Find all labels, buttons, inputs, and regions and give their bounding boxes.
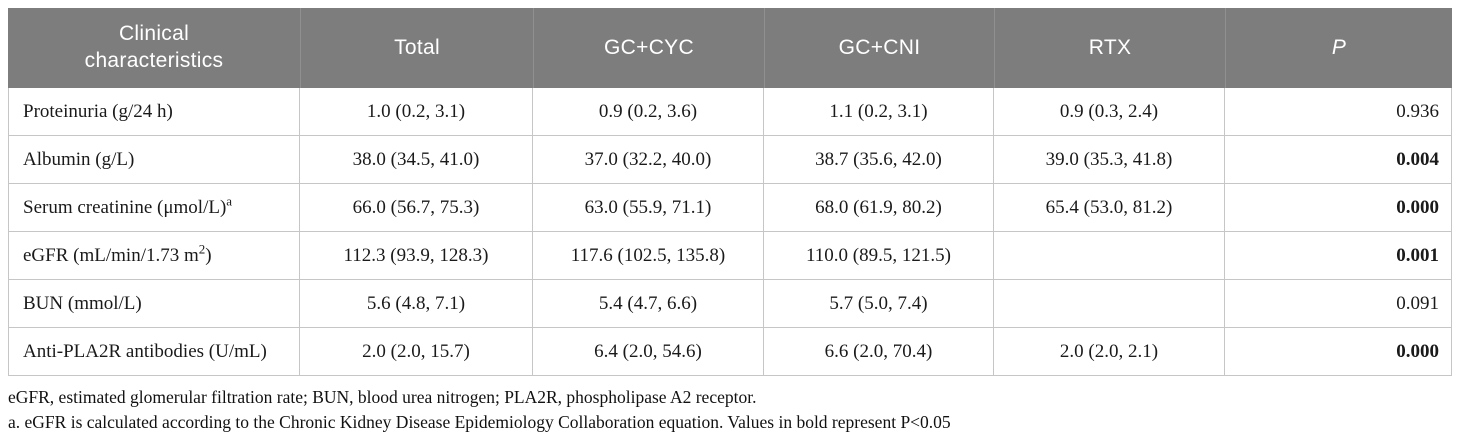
row-label: Proteinuria (g/24 h) — [23, 100, 173, 122]
header-label: P — [1331, 36, 1347, 59]
table-footnotes: eGFR, estimated glomerular filtration ra… — [8, 385, 1452, 435]
header-label: RTX — [1088, 36, 1132, 59]
value-cell: 110.0 (89.5, 121.5) — [764, 232, 994, 280]
value-cell: 5.4 (4.7, 6.6) — [533, 280, 764, 328]
table-row: BUN (mmol/L) 5.6 (4.8, 7.1) 5.4 (4.7, 6.6)… — [8, 280, 1452, 328]
row-label: Anti-PLA2R antibodies (U/mL) — [23, 340, 267, 362]
header-label: GC+CNI — [838, 36, 921, 59]
table-row: Albumin (g/L) 38.0 (34.5, 41.0) 37.0 (32.2… — [8, 136, 1452, 184]
value-cell: 63.0 (55.9, 71.1) — [533, 184, 764, 232]
value-cell: 38.7 (35.6, 42.0) — [764, 136, 994, 184]
row-label-cell: Proteinuria (g/24 h) — [8, 88, 300, 136]
clinical-characteristics-table: Clinical characteristics Total GC+CYC GC… — [8, 8, 1452, 376]
label-superscript: a — [226, 193, 233, 209]
row-label: Albumin (g/L) — [23, 148, 135, 170]
table-header: Clinical characteristics Total GC+CYC GC… — [8, 8, 1452, 88]
value-cell — [994, 280, 1225, 328]
row-label: ) — [205, 244, 212, 266]
row-label: Serum creatinine (μmol/L) — [23, 196, 227, 218]
p-value-cell: 0.004 — [1225, 136, 1452, 184]
table-row: Proteinuria (g/24 h) 1.0 (0.2, 3.1) 0.9 (0… — [8, 88, 1452, 136]
table-row: eGFR (mL/min/1.73 m2) 112.3 (93.9, 128.3)… — [8, 232, 1452, 280]
header-cell-clinical-characteristics: Clinical characteristics — [8, 8, 300, 88]
row-label-cell: Serum creatinine (μmol/L)a — [8, 184, 300, 232]
row-label-cell: eGFR (mL/min/1.73 m2) — [8, 232, 300, 280]
table-row: Serum creatinine (μmol/L)a 66.0 (56.7, 75… — [8, 184, 1452, 232]
header-label: Total — [394, 36, 440, 59]
header-cell-rtx: RTX — [994, 8, 1225, 88]
row-label-cell: Anti-PLA2R antibodies (U/mL) — [8, 328, 300, 376]
p-value-cell: 0.936 — [1225, 88, 1452, 136]
value-cell: 0.9 (0.3, 2.4) — [994, 88, 1225, 136]
p-value-cell: 0.091 — [1225, 280, 1452, 328]
value-cell: 5.6 (4.8, 7.1) — [300, 280, 533, 328]
value-cell: 2.0 (2.0, 15.7) — [300, 328, 533, 376]
table-body: Proteinuria (g/24 h) 1.0 (0.2, 3.1) 0.9 (0… — [8, 88, 1452, 376]
footnote-egfr-equation: a. eGFR is calculated according to the C… — [8, 412, 951, 432]
header-cell-gc-cni: GC+CNI — [764, 8, 994, 88]
footnote-abbreviations: eGFR, estimated glomerular filtration ra… — [8, 387, 757, 407]
table-row: Anti-PLA2R antibodies (U/mL) 2.0 (2.0, 15… — [8, 328, 1452, 376]
row-label: BUN (mmol/L) — [23, 292, 142, 314]
value-cell: 5.7 (5.0, 7.4) — [764, 280, 994, 328]
value-cell: 38.0 (34.5, 41.0) — [300, 136, 533, 184]
p-value-cell: 0.001 — [1225, 232, 1452, 280]
header-cell-gc-cyc: GC+CYC — [533, 8, 764, 88]
p-value-cell: 0.000 — [1225, 184, 1452, 232]
value-cell: 6.6 (2.0, 70.4) — [764, 328, 994, 376]
value-cell: 2.0 (2.0, 2.1) — [994, 328, 1225, 376]
value-cell: 66.0 (56.7, 75.3) — [300, 184, 533, 232]
value-cell — [994, 232, 1225, 280]
header-cell-p-value: P — [1225, 8, 1452, 88]
row-label-cell: Albumin (g/L) — [8, 136, 300, 184]
value-cell: 1.1 (0.2, 3.1) — [764, 88, 994, 136]
value-cell: 6.4 (2.0, 54.6) — [533, 328, 764, 376]
value-cell: 1.0 (0.2, 3.1) — [300, 88, 533, 136]
row-label-cell: BUN (mmol/L) — [8, 280, 300, 328]
header-cell-total: Total — [300, 8, 533, 88]
value-cell: 112.3 (93.9, 128.3) — [300, 232, 533, 280]
row-label: eGFR (mL/min/1.73 m — [23, 244, 199, 266]
value-cell: 37.0 (32.2, 40.0) — [533, 136, 764, 184]
header-label: GC+CYC — [604, 36, 694, 59]
value-cell: 68.0 (61.9, 80.2) — [764, 184, 994, 232]
header-row: Clinical characteristics Total GC+CYC GC… — [8, 8, 1452, 88]
p-value-cell: 0.000 — [1225, 328, 1452, 376]
header-label: Clinical characteristics — [84, 22, 224, 72]
value-cell: 117.6 (102.5, 135.8) — [533, 232, 764, 280]
label-superscript: 2 — [198, 241, 206, 257]
value-cell: 0.9 (0.2, 3.6) — [533, 88, 764, 136]
value-cell: 39.0 (35.3, 41.8) — [994, 136, 1225, 184]
value-cell: 65.4 (53.0, 81.2) — [994, 184, 1225, 232]
